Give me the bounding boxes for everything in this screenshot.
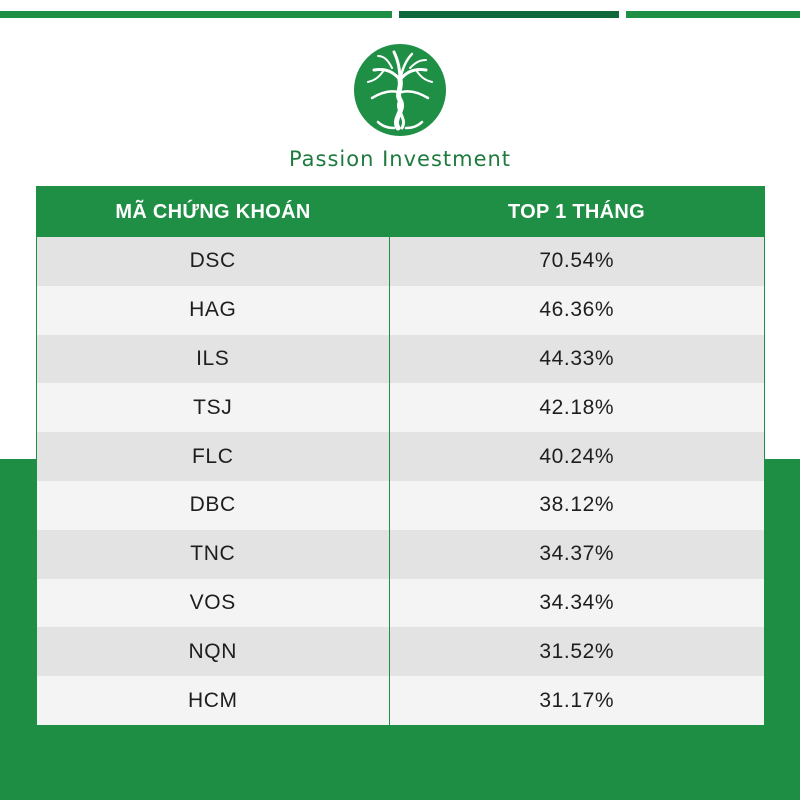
- table-row: DSC 70.54%: [37, 237, 764, 286]
- stock-code: FLC: [37, 432, 390, 481]
- stock-code: ILS: [37, 334, 390, 384]
- stock-return: 70.54%: [389, 237, 764, 286]
- table-header-row: MÃ CHỨNG KHOÁN TOP 1 THÁNG: [37, 187, 764, 237]
- stock-code: VOS: [37, 578, 390, 628]
- stock-table: MÃ CHỨNG KHOÁN TOP 1 THÁNG DSC 70.54% HAG…: [36, 186, 765, 725]
- stock-return: 46.36%: [389, 285, 764, 335]
- stock-code: DBC: [37, 480, 390, 530]
- top-accent-bar-middle: [399, 11, 619, 18]
- stock-return: 31.17%: [389, 676, 764, 725]
- table-row: HCM 31.17%: [37, 676, 764, 725]
- tree-logo-icon: [354, 44, 446, 136]
- stock-code: NQN: [37, 627, 390, 677]
- brand-name: Passion Investment: [288, 147, 512, 171]
- table-row: NQN 31.52%: [37, 627, 764, 677]
- stock-code: TSJ: [37, 383, 390, 433]
- stock-return: 44.33%: [389, 334, 764, 384]
- stock-code: TNC: [37, 529, 390, 579]
- stock-return: 40.24%: [389, 432, 764, 481]
- stock-return: 31.52%: [389, 627, 764, 677]
- table-row: ILS 44.33%: [37, 334, 764, 384]
- table-row: HAG 46.36%: [37, 285, 764, 335]
- stock-code: DSC: [37, 237, 390, 286]
- stock-code: HCM: [37, 676, 390, 725]
- table-row: TSJ 42.18%: [37, 383, 764, 433]
- table-row: TNC 34.37%: [37, 529, 764, 579]
- stock-return: 34.34%: [389, 578, 764, 628]
- header-stock-code: MÃ CHỨNG KHOÁN: [115, 200, 311, 223]
- header-top-1-month: TOP 1 THÁNG: [507, 200, 646, 223]
- table-row: DBC 38.12%: [37, 480, 764, 530]
- stock-return: 38.12%: [389, 480, 764, 530]
- table-row: VOS 34.34%: [37, 578, 764, 628]
- stock-code: HAG: [37, 285, 390, 335]
- top-accent-bar-right: [626, 11, 800, 18]
- stock-return: 42.18%: [389, 383, 764, 433]
- top-accent-bar-left: [0, 11, 392, 18]
- table-row: FLC 40.24%: [37, 432, 764, 481]
- stock-return: 34.37%: [389, 529, 764, 579]
